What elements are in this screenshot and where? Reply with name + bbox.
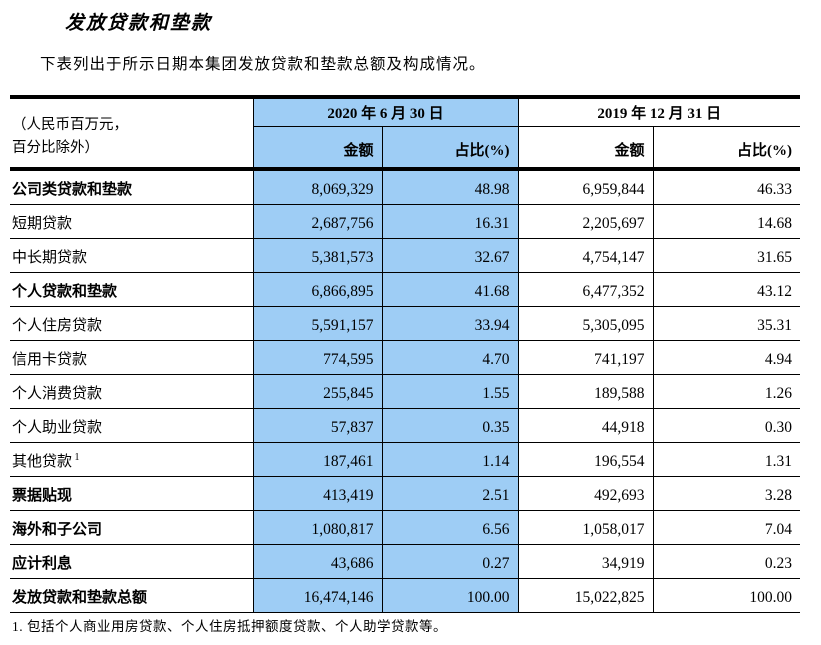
- table-row: 个人助业贷款 57,837 0.35 44,918 0.30: [10, 408, 801, 443]
- cell-value: 0.30: [652, 408, 801, 443]
- cell-value: 100.00: [381, 578, 519, 613]
- subheader-row: 金额 占比(%) 金额 占比(%): [10, 126, 801, 171]
- row-label: 海外和子公司: [10, 510, 253, 545]
- cell-value: 6,477,352: [517, 272, 654, 307]
- cell-value: 15,022,825: [517, 578, 654, 613]
- intro-text: 下表列出于所示日期本集团发放贷款和垫款总额及构成情况。: [40, 56, 486, 73]
- cell-value: 4,754,147: [517, 238, 654, 273]
- table-row: 短期贷款 2,687,756 16.31 2,205,697 14.68: [10, 204, 801, 239]
- row-label: 个人贷款和垫款: [10, 272, 253, 307]
- cell-value: 43,686: [252, 544, 382, 579]
- table-row: 应计利息 43,686 0.27 34,919 0.23: [10, 544, 801, 579]
- row-label: 信用卡贷款: [10, 340, 253, 375]
- cell-value: 6.56: [381, 510, 519, 545]
- cell-value: 2,205,697: [517, 204, 654, 239]
- row-label: 个人消费贷款: [10, 374, 253, 409]
- loans-and-advances-table: （人民币百万元， 百分比除外） 2020 年 6 月 30 日 2019 年 1…: [10, 95, 801, 613]
- cell-value: 32.67: [381, 238, 519, 273]
- cell-value: 492,693: [517, 476, 654, 511]
- cell-value: 14.68: [652, 204, 801, 239]
- table-row: 公司类贷款和垫款 8,069,329 48.98 6,959,844 46.33: [10, 169, 801, 205]
- cell-value: 46.33: [652, 169, 801, 205]
- cell-value: 5,591,157: [252, 306, 382, 341]
- header-amount-2019: 金额: [517, 126, 654, 171]
- cell-value: 33.94: [381, 306, 519, 341]
- unit-note-line1: （人民币百万元，: [12, 117, 128, 134]
- cell-value: 5,305,095: [517, 306, 654, 341]
- page-title: 发放贷款和垫款: [65, 13, 213, 34]
- table-row: 个人贷款和垫款 6,866,895 41.68 6,477,352 43.12: [10, 272, 801, 307]
- cell-value: 35.31: [652, 306, 801, 341]
- table-body: 公司类贷款和垫款 8,069,329 48.98 6,959,844 46.33 短期贷款…: [10, 169, 801, 613]
- cell-value: 7.04: [652, 510, 801, 545]
- cell-value: 0.35: [381, 408, 519, 443]
- cell-value: 0.27: [381, 544, 519, 579]
- row-label: 短期贷款: [10, 204, 253, 239]
- cell-value: 1.26: [652, 374, 801, 409]
- row-label: 票据贴现: [10, 476, 253, 511]
- cell-value: 413,419: [252, 476, 382, 511]
- cell-value: 196,554: [517, 442, 654, 477]
- table-row: 个人消费贷款 255,845 1.55 189,588 1.26: [10, 374, 801, 409]
- row-label: 个人助业贷款: [10, 408, 253, 443]
- cell-value: 774,595: [252, 340, 382, 375]
- table-row: 票据贴现 413,419 2.51 492,693 3.28: [10, 476, 801, 511]
- cell-value: 16,474,146: [252, 578, 382, 613]
- column-group-2020: 2020 年 6 月 30 日: [252, 97, 519, 127]
- table-header: （人民币百万元， 百分比除外） 2020 年 6 月 30 日 2019 年 1…: [10, 97, 801, 171]
- cell-value: 6,866,895: [252, 272, 382, 307]
- table-row: 发放贷款和垫款总额 16,474,146 100.00 15,022,825 100.0…: [10, 578, 801, 613]
- cell-value: 3.28: [652, 476, 801, 511]
- cell-value: 1.31: [652, 442, 801, 477]
- row-label: 其他贷款 1: [10, 442, 253, 477]
- cell-value: 4.70: [381, 340, 519, 375]
- row-label: 公司类贷款和垫款: [10, 169, 253, 205]
- cell-value: 741,197: [517, 340, 654, 375]
- table-row: 信用卡贷款 774,595 4.70 741,197 4.94: [10, 340, 801, 375]
- cell-value: 1,080,817: [252, 510, 382, 545]
- cell-value: 1.55: [381, 374, 519, 409]
- cell-value: 31.65: [652, 238, 801, 273]
- unit-note-line2: 百分比除外）: [12, 139, 99, 156]
- cell-value: 0.23: [652, 544, 801, 579]
- table-row: 海外和子公司 1,080,817 6.56 1,058,017 7.04: [10, 510, 801, 545]
- cell-value: 8,069,329: [252, 169, 382, 205]
- cell-value: 5,381,573: [252, 238, 382, 273]
- unit-note: （人民币百万元， 百分比除外）: [10, 97, 253, 171]
- cell-value: 100.00: [652, 578, 801, 613]
- row-label: 发放贷款和垫款总额: [10, 578, 253, 613]
- cell-value: 43.12: [652, 272, 801, 307]
- cell-value: 1,058,017: [517, 510, 654, 545]
- date-header-row: （人民币百万元， 百分比除外） 2020 年 6 月 30 日 2019 年 1…: [10, 97, 801, 171]
- table-row: 个人住房贷款 5,591,157 33.94 5,305,095 35.31: [10, 306, 801, 341]
- row-label: 应计利息: [10, 544, 253, 579]
- cell-value: 2.51: [381, 476, 519, 511]
- header-amount-2020: 金额: [252, 126, 382, 171]
- row-label: 中长期贷款: [10, 238, 253, 273]
- cell-value: 44,918: [517, 408, 654, 443]
- header-percentage-2020: 占比(%): [381, 126, 519, 171]
- cell-value: 6,959,844: [517, 169, 654, 205]
- cell-value: 2,687,756: [252, 204, 382, 239]
- row-label: 个人住房贷款: [10, 306, 253, 341]
- column-group-2019: 2019 年 12 月 31 日: [517, 97, 801, 127]
- cell-value: 48.98: [381, 169, 519, 205]
- cell-value: 4.94: [652, 340, 801, 375]
- cell-value: 41.68: [381, 272, 519, 307]
- header-percentage-2019: 占比(%): [652, 126, 801, 171]
- table-row: 其他贷款 1 187,461 1.14 196,554 1.31: [10, 442, 801, 477]
- footnote: 1. 包括个人商业用房贷款、个人住房抵押额度贷款、个人助学贷款等。: [12, 619, 447, 634]
- cell-value: 1.14: [381, 442, 519, 477]
- cell-value: 189,588: [517, 374, 654, 409]
- footnote-marker: 1: [72, 452, 80, 463]
- cell-value: 57,837: [252, 408, 382, 443]
- table-row: 中长期贷款 5,381,573 32.67 4,754,147 31.65: [10, 238, 801, 273]
- cell-value: 255,845: [252, 374, 382, 409]
- cell-value: 16.31: [381, 204, 519, 239]
- cell-value: 187,461: [252, 442, 382, 477]
- cell-value: 34,919: [517, 544, 654, 579]
